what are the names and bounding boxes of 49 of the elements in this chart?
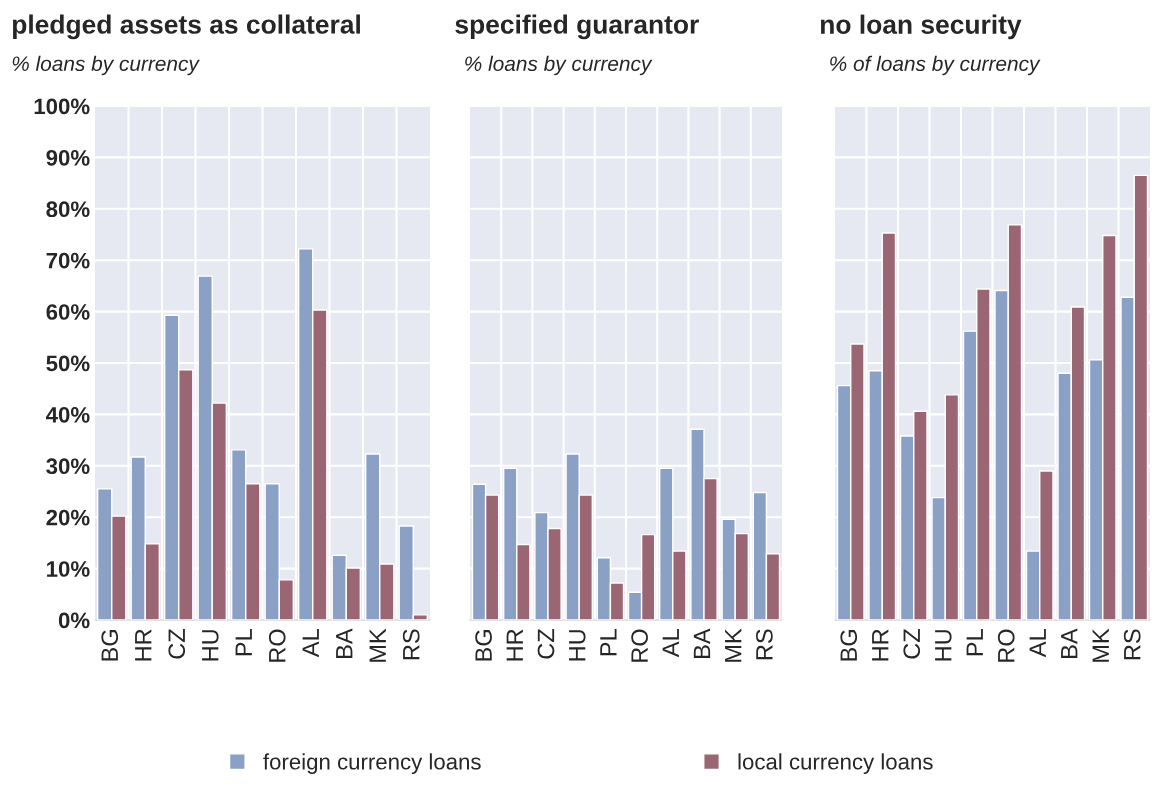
chart-title: pledged assets as collateral — [12, 14, 360, 40]
x-tick-label: RS — [1123, 629, 1141, 660]
x-tick-label: BG — [840, 630, 858, 661]
x-tick-label: HU — [569, 630, 586, 661]
chart-subtitle: % loans by currency — [465, 55, 653, 76]
x-tick-label: CZ — [168, 629, 186, 659]
x-tick-label: BA — [693, 628, 711, 658]
x-tick-label: CZ — [537, 629, 555, 659]
x-tick-label: AL — [1029, 629, 1046, 658]
x-tick-label: BG — [475, 630, 492, 661]
x-tick-label: HR — [506, 629, 523, 661]
legend-label: local currency loans — [738, 753, 933, 774]
y-tick-label: 90% — [46, 149, 90, 166]
y-tick-label: 20% — [46, 509, 90, 526]
chart-subtitle: % of loans by currency — [830, 55, 1041, 76]
y-tick-label: 80% — [46, 201, 90, 218]
x-tick-label: PL — [235, 629, 252, 656]
x-tick-label: HR — [872, 629, 889, 661]
y-tick-label: 60% — [46, 304, 90, 320]
x-tick-label: BG — [101, 630, 119, 661]
x-tick-label: MK — [725, 628, 742, 662]
y-tick-label: 30% — [46, 458, 90, 475]
x-tick-label: PL — [966, 629, 983, 656]
x-tick-label: AL — [302, 629, 319, 658]
x-tick-label: MK — [1092, 628, 1109, 662]
x-tick-label: HR — [135, 629, 152, 661]
chart-subtitle: % loans by currency — [12, 55, 200, 76]
x-tick-label: RO — [631, 629, 648, 662]
x-tick-label: RS — [756, 629, 773, 660]
x-tick-label: AL — [662, 629, 679, 658]
chart-title: specified guarantor — [455, 14, 699, 40]
x-tick-label: RS — [402, 629, 420, 660]
x-tick-label: MK — [369, 628, 386, 662]
y-tick-label: 10% — [47, 561, 90, 577]
y-tick-label: 50% — [46, 355, 90, 372]
x-tick-label: BA — [336, 628, 353, 658]
x-tick-label: RO — [268, 629, 286, 662]
x-tick-label: PL — [600, 629, 617, 656]
x-tick-label: HU — [935, 630, 952, 661]
x-tick-label: RO — [997, 629, 1015, 662]
x-tick-label: CZ — [903, 629, 921, 659]
y-tick-label: 70% — [46, 252, 90, 269]
y-tick-label: 40% — [46, 406, 90, 423]
legend-label: foreign currency loans — [263, 753, 481, 774]
y-tick-label: 100% — [34, 98, 90, 115]
x-tick-label: HU — [202, 630, 219, 661]
x-tick-label: BA — [1061, 628, 1078, 658]
chart-title: no loan security — [820, 14, 1022, 40]
y-tick-label: 0% — [58, 612, 90, 629]
